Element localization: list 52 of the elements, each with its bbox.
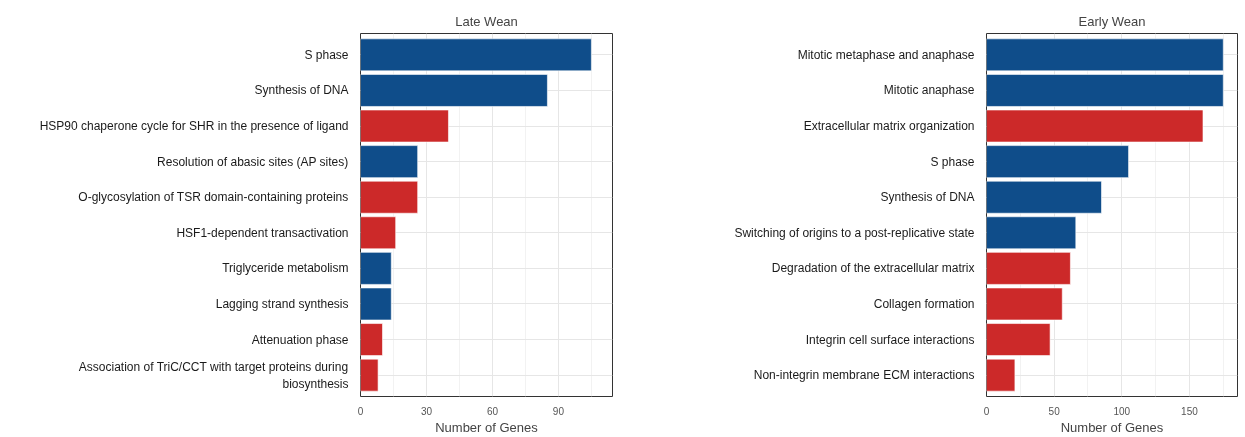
y-tick-label: Resolution of abasic sites (AP sites) <box>157 154 349 169</box>
y-tick-label: Mitotic metaphase and anaphase <box>797 47 975 62</box>
y-tick-label: S phase <box>930 154 975 169</box>
y-tick-label: Integrin cell surface interactions <box>805 332 975 347</box>
chart-title: Late Wean <box>455 13 518 29</box>
y-tick-label: Synthesis of DNA <box>880 190 975 205</box>
x-tick-label: 0 <box>357 405 364 417</box>
x-tick-label: 60 <box>486 405 499 417</box>
bar <box>360 74 548 107</box>
bar <box>986 180 1102 214</box>
bar <box>986 323 1051 356</box>
bar <box>986 145 1129 178</box>
bar <box>986 109 1204 143</box>
y-tick-label: S phase <box>304 47 349 62</box>
bar <box>986 38 1224 72</box>
x-tick-label: 30 <box>420 405 433 417</box>
y-tick-label: Switching of origins to a post-replicative state <box>734 225 975 240</box>
y-tick-label: Lagging strand synthesis <box>215 296 349 311</box>
bar <box>360 145 418 178</box>
bar <box>360 287 392 321</box>
bar <box>986 74 1224 107</box>
y-tick-label: Association of TriC/CCT with target proteins during biosynthesis <box>78 359 349 391</box>
x-tick-label: 150 <box>1181 405 1199 417</box>
bar <box>986 216 1077 250</box>
bar <box>360 216 396 250</box>
bar <box>360 109 449 143</box>
bar <box>986 252 1071 285</box>
y-tick-label: HSF1-dependent transactivation <box>176 225 349 240</box>
x-axis-title: Number of Genes <box>435 419 539 435</box>
bar <box>360 323 383 356</box>
x-axis-title: Number of Genes <box>1060 419 1164 435</box>
x-tick-label: 0 <box>983 405 990 417</box>
y-tick-label: O-glycosylation of TSR domain-containing proteins <box>78 190 349 205</box>
x-tick-label: 90 <box>552 405 565 417</box>
y-tick-label: Non-integrin membrane ECM interactions <box>753 368 975 383</box>
chart-title: Early Wean <box>1078 13 1146 29</box>
y-tick-label: Triglyceride metabolism <box>222 261 349 276</box>
x-tick-label: 100 <box>1113 405 1131 417</box>
y-tick-label: Extracellular matrix organization <box>803 119 975 134</box>
bar <box>360 252 392 285</box>
bar <box>360 180 418 214</box>
bar <box>986 287 1063 321</box>
y-tick-label: Synthesis of DNA <box>254 83 349 98</box>
x-tick-label: 50 <box>1048 405 1061 417</box>
y-tick-label: Collagen formation <box>873 296 975 311</box>
y-tick-label: Mitotic anaphase <box>883 83 975 98</box>
bar <box>986 358 1016 392</box>
bar <box>360 358 379 392</box>
y-tick-label: Attenuation phase <box>251 332 349 347</box>
y-tick-label: Degradation of the extracellular matrix <box>771 261 975 276</box>
y-tick-label: HSP90 chaperone cycle for SHR in the presence of ligand <box>39 119 349 134</box>
bar <box>360 38 592 72</box>
